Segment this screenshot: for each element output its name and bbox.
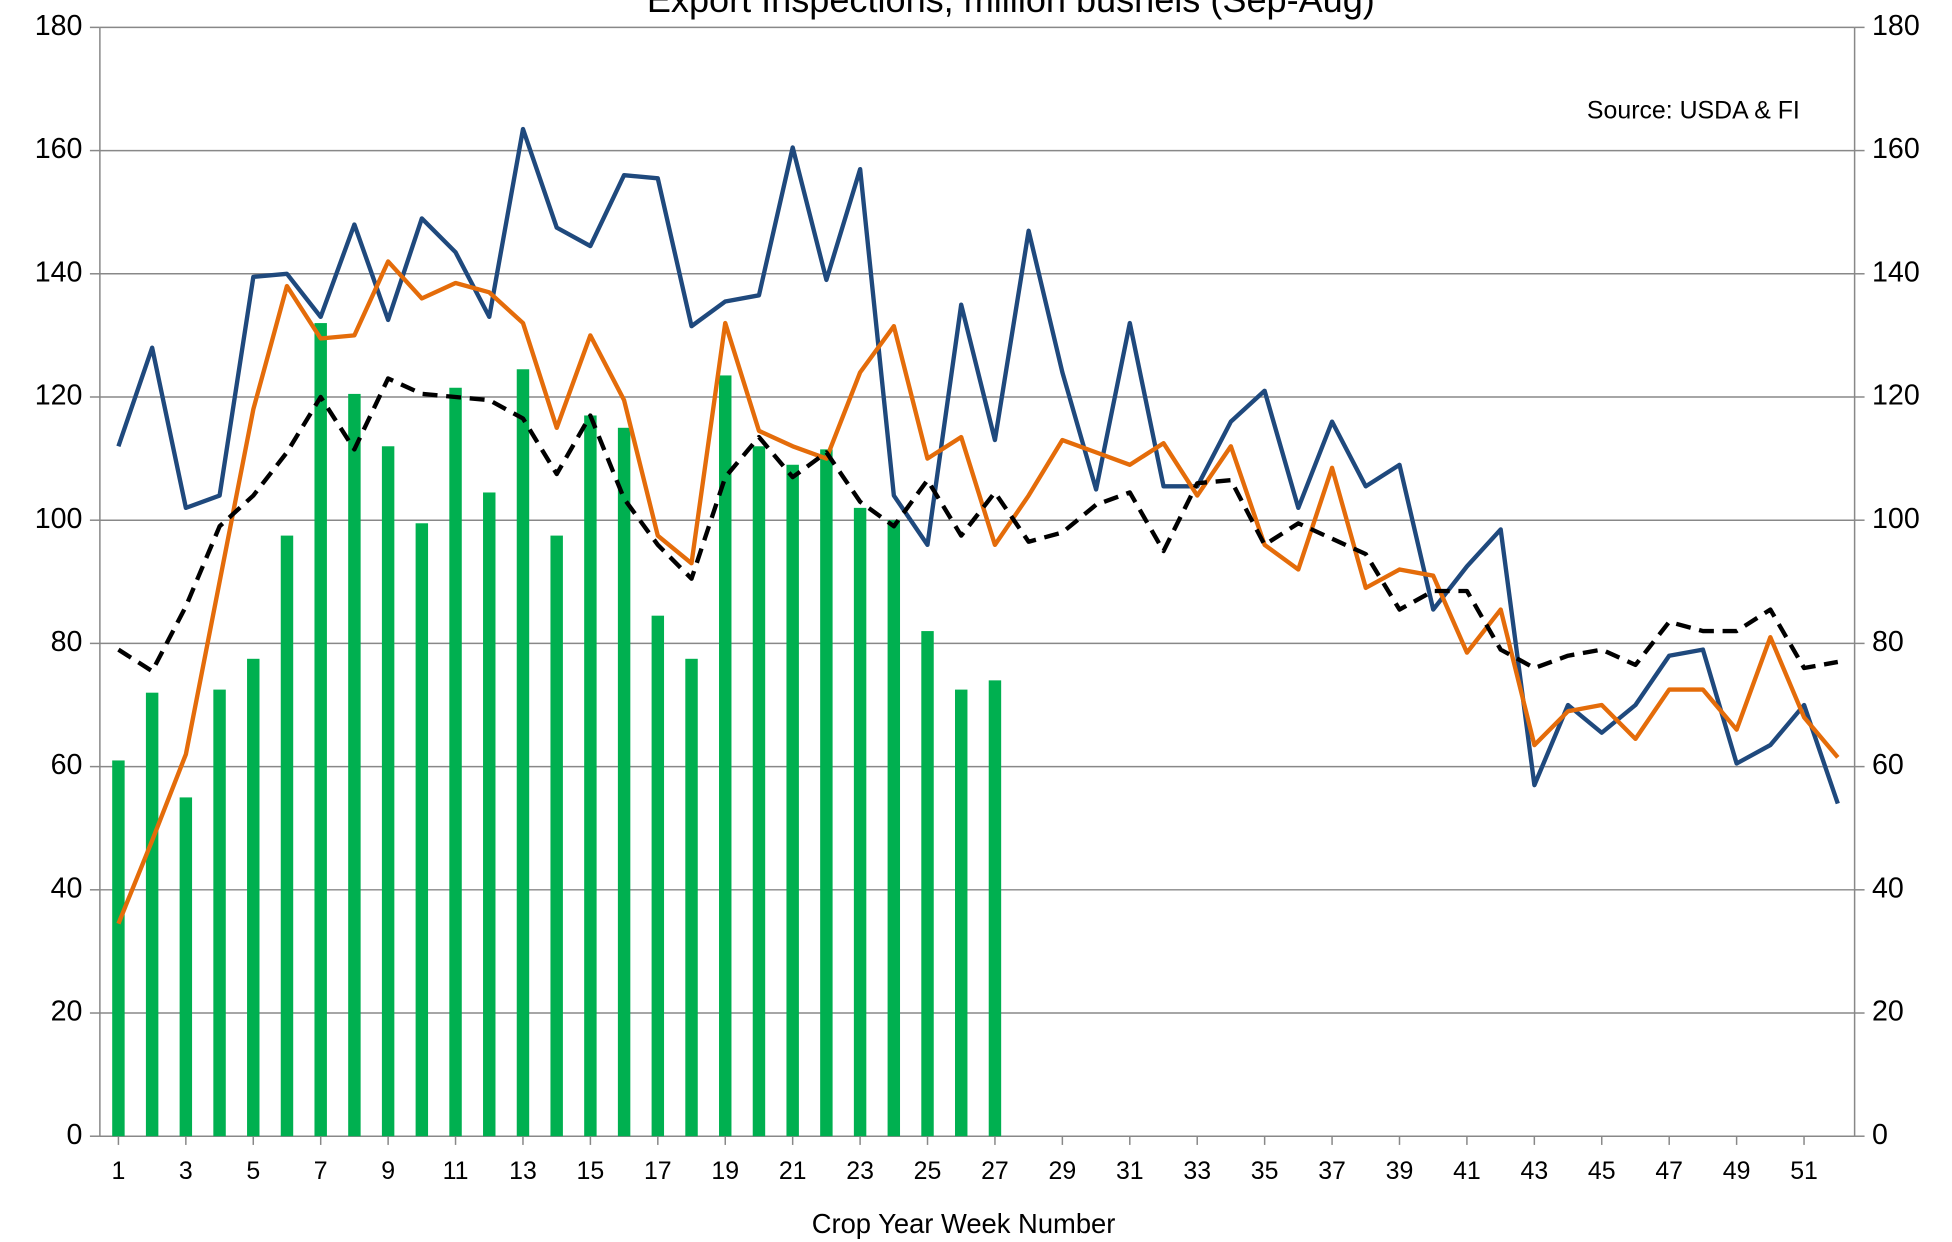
y-tick-label: 20: [51, 996, 83, 1028]
bar: [145, 692, 159, 1137]
x-tick-label: 49: [1723, 1157, 1751, 1185]
y-tick-label: 100: [35, 503, 83, 535]
x-tick-label: 5: [246, 1157, 260, 1185]
x-tick-label: 11: [443, 1157, 469, 1185]
x-tick-label: 33: [1183, 1157, 1211, 1185]
bar: [752, 446, 766, 1137]
x-tick-label: 39: [1386, 1157, 1414, 1185]
bar: [449, 387, 462, 1137]
y-tick-label: 60: [51, 749, 83, 781]
line: [116, 259, 1840, 925]
y2-tick-label: 60: [1872, 749, 1904, 781]
bar: [887, 520, 901, 1137]
x-tick-label: 17: [644, 1157, 672, 1185]
y2-tick-label: 160: [1872, 133, 1920, 165]
x-tick-label: 35: [1251, 1157, 1279, 1185]
bar: [550, 535, 563, 1137]
x-axis-title: Crop Year Week Number: [812, 1208, 1116, 1239]
x-tick-label: 27: [981, 1157, 1009, 1185]
dashed-line: [117, 376, 1839, 674]
chart-title: Export Inspections, million bushels (Sep…: [647, 0, 1375, 20]
x-tick-label: 37: [1318, 1157, 1346, 1185]
bar: [516, 369, 530, 1137]
source-note: Source: USDA & FI: [1587, 97, 1800, 125]
bar: [617, 427, 631, 1137]
x-tick-label: 45: [1588, 1157, 1616, 1185]
bar: [988, 680, 1002, 1137]
y2-tick-label: 140: [1872, 256, 1920, 288]
bar: [213, 689, 226, 1137]
bar: [921, 631, 934, 1137]
bar: [179, 797, 193, 1137]
bar: [280, 535, 294, 1137]
y2-tick-label: 180: [1872, 10, 1920, 42]
y2-tick-label: 120: [1872, 380, 1920, 412]
x-tick-label: 23: [846, 1157, 874, 1185]
bar: [719, 375, 732, 1137]
bar: [483, 492, 496, 1137]
y2-tick-label: 0: [1872, 1119, 1888, 1151]
x-tick-label: 13: [509, 1157, 537, 1185]
bar: [853, 507, 867, 1137]
bar: [955, 689, 968, 1137]
bar: [584, 415, 597, 1137]
y2-tick-label: 40: [1872, 872, 1904, 904]
y-tick-label: 40: [51, 872, 83, 904]
y2-tick-label: 80: [1872, 626, 1904, 658]
x-tick-label: 1: [111, 1157, 125, 1185]
y2-tick-label: 100: [1872, 503, 1920, 535]
y-tick-label: 140: [35, 256, 83, 288]
y2-tick-label: 20: [1872, 996, 1904, 1028]
x-tick-label: 51: [1790, 1157, 1818, 1185]
line: [116, 126, 1840, 805]
x-tick-label: 21: [779, 1157, 807, 1185]
x-tick-label: 19: [711, 1157, 739, 1185]
y-tick-label: 160: [35, 133, 83, 165]
x-tick-label: 25: [914, 1157, 942, 1185]
x-tick-label: 29: [1049, 1157, 1077, 1185]
bar: [415, 523, 429, 1137]
bar: [786, 464, 799, 1137]
bar: [651, 615, 665, 1137]
bar: [348, 393, 361, 1137]
bar: [112, 760, 125, 1137]
x-tick-label: 43: [1521, 1157, 1549, 1185]
bar: [381, 446, 395, 1137]
x-tick-label: 31: [1116, 1157, 1144, 1185]
x-tick-label: 7: [314, 1157, 328, 1185]
x-tick-label: 15: [577, 1157, 605, 1185]
y-tick-label: 0: [67, 1119, 83, 1151]
bar: [314, 323, 327, 1137]
y-tick-label: 120: [35, 380, 83, 412]
x-tick-label: 47: [1655, 1157, 1683, 1185]
x-tick-label: 41: [1453, 1157, 1481, 1185]
y-tick-label: 180: [35, 10, 83, 42]
x-tick-label: 3: [179, 1157, 193, 1185]
y-tick-label: 80: [51, 626, 83, 658]
x-tick-label: 9: [381, 1157, 395, 1185]
bar: [247, 658, 260, 1137]
bar: [685, 658, 698, 1137]
bar: [820, 449, 833, 1137]
